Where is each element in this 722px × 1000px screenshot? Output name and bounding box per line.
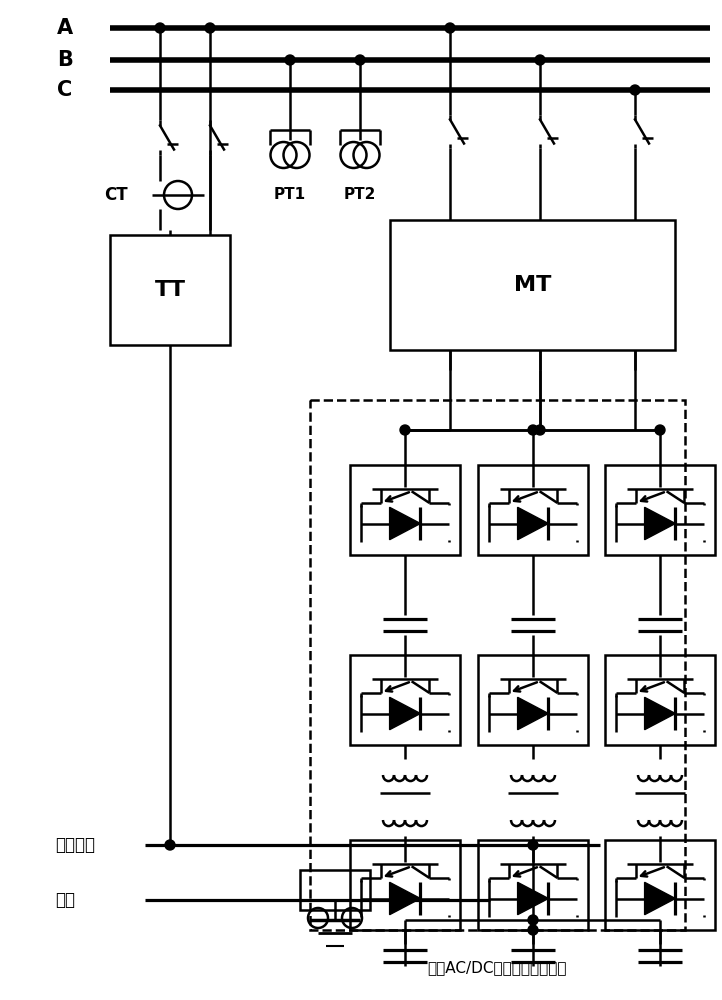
Circle shape <box>528 915 538 925</box>
Polygon shape <box>518 882 549 915</box>
Bar <box>478 465 588 555</box>
Text: MT: MT <box>514 275 551 295</box>
Bar <box>350 465 460 555</box>
Bar <box>310 400 685 930</box>
Bar <box>605 840 715 930</box>
Bar <box>350 840 460 930</box>
Text: CT: CT <box>105 186 128 204</box>
Bar <box>350 655 460 745</box>
Polygon shape <box>390 882 420 915</box>
Polygon shape <box>518 507 549 540</box>
Polygon shape <box>645 697 675 730</box>
Bar <box>390 220 675 350</box>
Circle shape <box>205 23 215 33</box>
Bar <box>478 840 588 930</box>
Bar <box>110 235 230 345</box>
Text: TT: TT <box>155 280 186 300</box>
Circle shape <box>535 425 545 435</box>
Circle shape <box>155 23 165 33</box>
Bar <box>300 870 370 910</box>
Text: 牵引母线: 牵引母线 <box>55 836 95 854</box>
Circle shape <box>528 925 538 935</box>
Bar <box>605 655 715 745</box>
Circle shape <box>285 55 295 65</box>
Circle shape <box>535 55 545 65</box>
Polygon shape <box>390 697 420 730</box>
Text: PT1: PT1 <box>274 187 306 202</box>
Circle shape <box>165 840 175 850</box>
Circle shape <box>655 425 665 435</box>
Circle shape <box>528 425 538 435</box>
Circle shape <box>400 425 410 435</box>
Text: B: B <box>57 50 73 70</box>
Circle shape <box>355 55 365 65</box>
Polygon shape <box>390 507 420 540</box>
Text: C: C <box>57 80 73 100</box>
Polygon shape <box>645 507 675 540</box>
Circle shape <box>445 23 455 33</box>
Text: PT2: PT2 <box>344 187 376 202</box>
Circle shape <box>528 840 538 850</box>
Polygon shape <box>645 882 675 915</box>
Bar <box>478 655 588 745</box>
Circle shape <box>630 85 640 95</box>
Text: 三相AC/DC型电力电子变压器: 三相AC/DC型电力电子变压器 <box>427 960 567 975</box>
Text: A: A <box>57 18 73 38</box>
Polygon shape <box>518 697 549 730</box>
Bar <box>605 465 715 555</box>
Text: 钔轨: 钔轨 <box>55 891 75 909</box>
